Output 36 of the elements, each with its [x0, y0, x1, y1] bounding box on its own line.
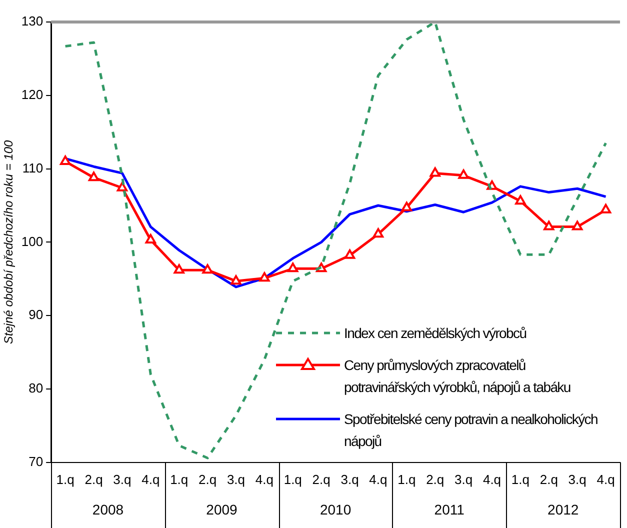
y-tick-label: 90 — [28, 307, 44, 322]
x-tick-label: 1.q — [284, 472, 302, 487]
x-tick-label: 4.q — [142, 472, 160, 487]
x-tick-label: 3.q — [113, 472, 132, 487]
legend-label: Spotřebitelské ceny potravin a nealkoholických nápojů — [344, 410, 598, 452]
y-tick-label: 110 — [22, 160, 44, 176]
y-tick-label: 100 — [21, 234, 44, 249]
x-tick-label: 2.q — [312, 472, 330, 487]
x-tick-label: 3.q — [340, 472, 359, 487]
y-tick-label: 130 — [21, 14, 44, 29]
legend-label: Ceny průmyslových zpracovatelů potravinářských výrobků, nápojů a tabáku — [344, 356, 572, 398]
x-tick-label: 1.q — [398, 472, 416, 487]
x-tick-label: 2.q — [198, 472, 217, 487]
x-tick-label: 4.q — [596, 472, 615, 487]
text: 2008 — [92, 501, 124, 518]
x-tick-label: 3.q — [568, 472, 586, 487]
y-tick-label: 80 — [28, 380, 44, 396]
y-tick-label: 120 — [21, 86, 44, 102]
x-tick-label: 2.q — [540, 472, 558, 487]
x-tick-label: 1.q — [170, 472, 188, 487]
y-axis-title: Stejné období předchozího roku = 100 — [2, 140, 16, 344]
text: 2010 — [320, 501, 352, 518]
x-tick-label: 3.q — [454, 472, 473, 487]
text: 2009 — [206, 501, 238, 518]
x-tick-label: 2.q — [426, 472, 444, 487]
x-tick-label: 1.q — [511, 472, 530, 487]
x-tick-label: 2.q — [84, 472, 103, 487]
y-tick-label: 70 — [28, 454, 44, 469]
x-tick-label: 3.q — [226, 472, 246, 487]
x-tick-label: 4.q — [482, 472, 502, 487]
x-tick-label: 4.q — [255, 472, 274, 487]
text: 2011 — [434, 501, 465, 518]
text: 2012 — [548, 501, 579, 518]
x-tick-label: 1.q — [56, 472, 74, 487]
legend-label: Index cen zemědělských výrobců — [344, 324, 528, 344]
x-tick-label: 4.q — [369, 472, 388, 487]
